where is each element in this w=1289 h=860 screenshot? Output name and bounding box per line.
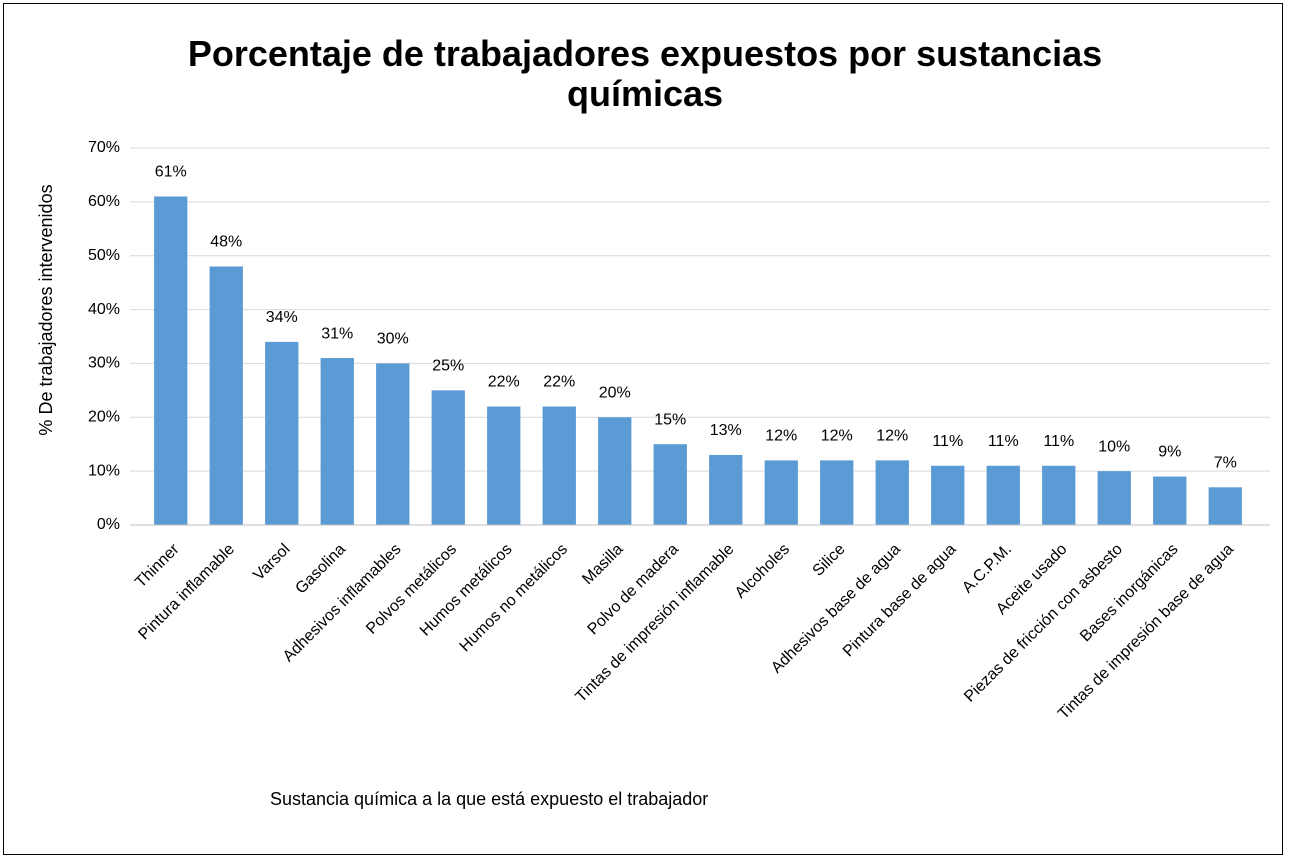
bar [986, 465, 1020, 525]
data-label: 61% [155, 164, 187, 181]
x-tick-label: A.C.P.M. [959, 541, 1015, 597]
data-label: 34% [266, 309, 298, 326]
data-label: 48% [210, 234, 242, 251]
bar [653, 444, 687, 525]
x-tick-label: Gasolina [292, 541, 349, 598]
bar [376, 363, 410, 525]
bar [487, 406, 521, 525]
y-tick-label: 70% [88, 139, 120, 156]
data-label: 30% [377, 331, 409, 348]
data-label: 7% [1214, 455, 1237, 472]
data-label: 12% [821, 428, 853, 445]
y-tick-label: 0% [97, 516, 120, 533]
bar [1097, 471, 1131, 525]
data-label: 11% [988, 433, 1019, 450]
bar [1153, 476, 1187, 525]
y-tick-label: 60% [88, 193, 120, 210]
chart-title: Porcentaje de trabajadores expuestos por… [187, 33, 1103, 114]
data-label: 11% [1043, 433, 1074, 450]
bar [931, 465, 965, 525]
bar [209, 266, 243, 525]
data-label: 22% [488, 374, 520, 391]
y-tick-label: 50% [88, 247, 120, 264]
bar [764, 460, 798, 525]
x-tick-label: Masilla [579, 541, 626, 588]
data-label: 25% [432, 358, 464, 375]
x-tick-label: Varsol [250, 541, 293, 584]
x-tick-label: Humos metálicos [417, 541, 516, 640]
data-label: 22% [543, 374, 575, 391]
bar [820, 460, 854, 525]
x-axis-label: Sustancia química a la que está expuesto… [270, 789, 708, 809]
x-tick-label: Silice [810, 541, 849, 580]
data-label: 10% [1098, 438, 1130, 455]
bar [542, 406, 576, 525]
x-tick-label: Pintura base de agua [840, 541, 960, 661]
bar [265, 341, 299, 525]
x-tick-label: Humos no metálicos [457, 541, 572, 656]
y-tick-label: 10% [88, 462, 120, 479]
y-tick-label: 30% [88, 355, 120, 372]
data-label: 11% [932, 433, 963, 450]
bar [320, 358, 354, 525]
bar [154, 196, 188, 525]
x-tick-label: Bases inorgánicas [1077, 541, 1181, 645]
bar [1042, 465, 1076, 525]
y-tick-label: 40% [88, 301, 120, 318]
data-label: 12% [876, 428, 908, 445]
bar [709, 454, 743, 525]
chart-frame [3, 3, 1283, 855]
bar [431, 390, 465, 525]
y-axis-label: % De trabajadores intervenidos [36, 184, 56, 435]
data-label: 15% [654, 411, 686, 428]
data-label: 20% [599, 385, 631, 402]
data-label: 12% [765, 428, 797, 445]
data-label: 9% [1158, 444, 1181, 461]
bar [875, 460, 909, 525]
y-tick-label: 20% [88, 409, 120, 426]
x-tick-label: Alcoholes [732, 541, 793, 602]
bar [1208, 487, 1242, 525]
data-label: 31% [321, 325, 353, 342]
x-tick-label: Pintura inflamable [135, 541, 238, 644]
x-tick-label: Thinner [132, 540, 183, 591]
data-label: 13% [710, 422, 742, 439]
bar [598, 417, 632, 525]
